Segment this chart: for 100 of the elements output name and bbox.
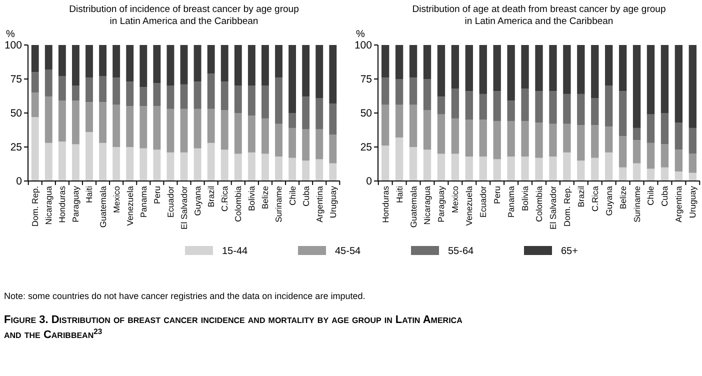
bar	[409, 147, 418, 181]
bar	[381, 45, 390, 78]
bar	[166, 152, 174, 181]
bar	[493, 91, 501, 122]
x-tick-label: C.Rica	[590, 186, 600, 212]
x-tick-label: Colombia	[233, 186, 244, 222]
bar	[605, 45, 613, 86]
bar	[261, 118, 269, 154]
bar	[493, 45, 501, 92]
bar	[618, 91, 627, 136]
x-tick-label: Uruguay	[328, 185, 338, 218]
bar	[194, 82, 202, 109]
bar	[316, 98, 324, 130]
bar	[465, 120, 473, 157]
bar	[395, 45, 404, 79]
bar	[521, 121, 529, 157]
y-tick-label: 50	[360, 108, 372, 120]
x-tick-label: Argentina	[674, 186, 684, 222]
bar	[591, 98, 599, 126]
legend-label: 45-54	[335, 246, 362, 257]
bar	[275, 156, 282, 181]
bar	[140, 148, 148, 181]
bar	[493, 159, 501, 181]
bar	[261, 45, 269, 86]
bar	[437, 96, 446, 114]
x-tick-label: Colombia	[534, 186, 544, 222]
legend-label: 65+	[561, 246, 578, 257]
y-tick-label: 25	[360, 142, 372, 154]
bar	[220, 110, 228, 150]
x-tick-label: Dom. Rep.	[30, 186, 40, 227]
bar	[646, 45, 655, 114]
x-tick-label: Brazil	[206, 186, 216, 208]
bar	[646, 142, 655, 169]
x-tick-label: Panama	[506, 186, 516, 218]
bar	[140, 87, 148, 106]
x-tick-label: Haiti	[394, 186, 404, 204]
bar	[395, 104, 404, 138]
legend-label: 55-64	[448, 246, 474, 257]
y-tick-label: 25	[10, 142, 22, 154]
bar	[535, 45, 543, 92]
bar	[220, 150, 228, 181]
x-tick-label: Peru	[152, 186, 162, 204]
bar	[674, 150, 683, 172]
x-tick-label: Dom. Rep.	[562, 186, 572, 227]
bar	[381, 78, 390, 105]
bar	[521, 45, 529, 89]
x-tick-label: Suriname	[632, 186, 642, 222]
bar	[153, 83, 161, 106]
x-tick-label: Belize	[260, 186, 270, 210]
bar	[409, 45, 418, 78]
bar	[316, 159, 324, 181]
bar	[207, 74, 215, 109]
x-tick-label: Ecuador	[478, 186, 488, 218]
y-tick-label: 75	[10, 74, 22, 86]
bar	[507, 45, 515, 101]
x-tick-label: Honduras	[380, 186, 390, 223]
x-tick-label: Panama	[138, 186, 148, 218]
x-tick-label: Ecuador	[165, 186, 176, 218]
bar	[465, 156, 473, 181]
bar	[316, 129, 324, 160]
bar	[437, 114, 446, 154]
bar	[329, 45, 337, 104]
bar	[112, 78, 120, 105]
bar	[126, 45, 134, 82]
bar	[140, 45, 148, 88]
y-tick-label: 75	[360, 74, 372, 86]
bar	[180, 45, 188, 84]
bar	[563, 152, 571, 181]
bar	[207, 142, 215, 181]
bar	[72, 45, 80, 86]
bar	[577, 160, 585, 181]
x-tick-label: Paraguay	[436, 185, 446, 222]
bar	[535, 158, 543, 181]
bar	[646, 168, 655, 181]
bar	[632, 45, 641, 128]
bar	[58, 76, 66, 101]
bar	[31, 92, 39, 118]
bar	[302, 129, 310, 161]
bar	[535, 122, 543, 158]
x-tick-label: Peru	[492, 186, 502, 204]
bar	[44, 45, 52, 70]
bar	[618, 45, 627, 92]
x-tick-label: Bolivia	[520, 186, 530, 212]
x-tick-label: Brazil	[576, 186, 586, 208]
bar	[605, 86, 613, 127]
bar	[194, 45, 202, 82]
bar	[423, 150, 432, 181]
x-tick-label: Nicaragua	[44, 186, 54, 225]
bar	[395, 137, 404, 181]
bar	[44, 142, 52, 181]
bar	[591, 45, 599, 98]
bar	[31, 45, 39, 72]
bar	[112, 147, 120, 181]
bar	[688, 128, 697, 154]
bar	[166, 45, 174, 86]
bar	[563, 124, 571, 152]
bar	[112, 104, 120, 147]
x-tick-label: Venezuela	[124, 186, 135, 226]
bar	[31, 72, 39, 93]
bar	[395, 79, 404, 105]
